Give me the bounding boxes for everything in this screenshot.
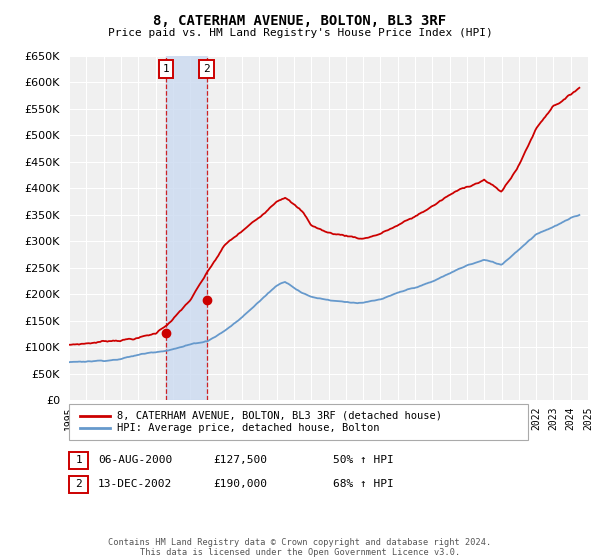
Text: 2: 2 <box>75 479 82 489</box>
Text: 1: 1 <box>163 64 169 74</box>
Text: Price paid vs. HM Land Registry's House Price Index (HPI): Price paid vs. HM Land Registry's House … <box>107 28 493 38</box>
Text: 2: 2 <box>203 64 210 74</box>
Text: 68% ↑ HPI: 68% ↑ HPI <box>333 479 394 489</box>
Text: 8, CATERHAM AVENUE, BOLTON, BL3 3RF (detached house): 8, CATERHAM AVENUE, BOLTON, BL3 3RF (det… <box>117 410 442 421</box>
Text: Contains HM Land Registry data © Crown copyright and database right 2024.
This d: Contains HM Land Registry data © Crown c… <box>109 538 491 557</box>
Text: 1: 1 <box>75 455 82 465</box>
Text: 50% ↑ HPI: 50% ↑ HPI <box>333 455 394 465</box>
Text: £127,500: £127,500 <box>213 455 267 465</box>
Text: 13-DEC-2002: 13-DEC-2002 <box>98 479 172 489</box>
Text: 8, CATERHAM AVENUE, BOLTON, BL3 3RF: 8, CATERHAM AVENUE, BOLTON, BL3 3RF <box>154 14 446 28</box>
Text: 06-AUG-2000: 06-AUG-2000 <box>98 455 172 465</box>
Bar <box>166 56 206 400</box>
Text: £190,000: £190,000 <box>213 479 267 489</box>
Text: HPI: Average price, detached house, Bolton: HPI: Average price, detached house, Bolt… <box>117 423 380 433</box>
